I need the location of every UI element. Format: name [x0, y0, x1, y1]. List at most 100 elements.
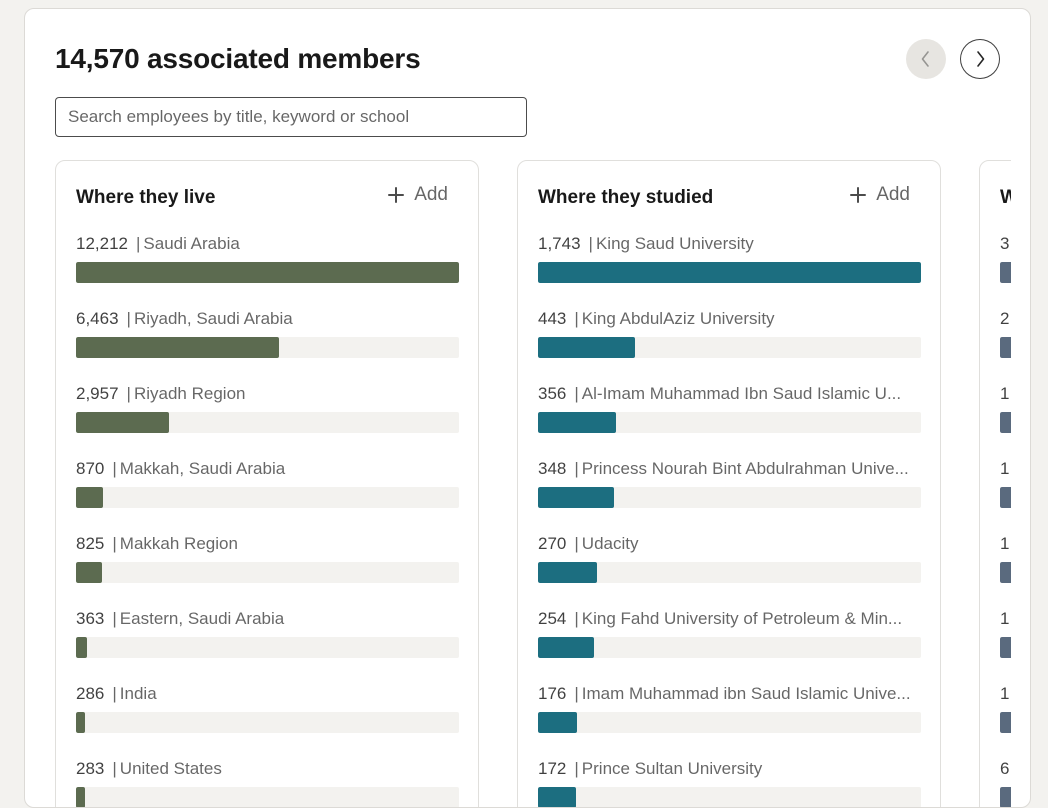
- next-button[interactable]: [960, 39, 1000, 79]
- list-item[interactable]: 870 | Makkah, Saudi Arabia: [76, 458, 459, 533]
- chevron-right-icon: [977, 51, 985, 67]
- list-item[interactable]: 2: [1000, 308, 1011, 383]
- list-item[interactable]: 12,212 | Saudi Arabia: [76, 233, 459, 308]
- list-item[interactable]: 176 | Imam Muhammad ibn Saud Islamic Unive…: [538, 683, 921, 758]
- item-name: Eastern, Saudi Arabia: [119, 609, 285, 628]
- separator: |: [136, 234, 141, 253]
- bar-track: [76, 412, 459, 433]
- item-name: Makkah Region: [119, 534, 238, 553]
- separator: |: [574, 384, 579, 403]
- panel-title: Where they studied: [538, 187, 714, 208]
- bar-track: [538, 637, 921, 658]
- member-count: 1,: [1000, 459, 1011, 478]
- list-item[interactable]: 825 | Makkah Region: [76, 533, 459, 608]
- bar-fill: [538, 337, 636, 358]
- list-item[interactable]: 1,: [1000, 383, 1011, 458]
- bar-fill: [76, 637, 88, 658]
- bar-track: [76, 262, 459, 283]
- bar-fill: [76, 487, 104, 508]
- panel-title: W: [1000, 187, 1011, 209]
- location-list: 12,212 | Saudi Arabia 6,463 | Riyadh, Saudi A…: [76, 233, 459, 807]
- list-item[interactable]: 270 | Udacity: [538, 533, 921, 608]
- list-item[interactable]: 254 | King Fahd University of Petroleum & …: [538, 608, 921, 683]
- member-count: 254: [538, 609, 567, 628]
- bar-fill: [76, 787, 85, 807]
- separator: |: [112, 759, 117, 778]
- list-item[interactable]: 348 | Princess Nourah Bint Abdulrahman Uni…: [538, 458, 921, 533]
- list-item[interactable]: 1,: [1000, 683, 1011, 758]
- list-item[interactable]: 356 | Al-Imam Muhammad Ibn Saud Islamic U.…: [538, 383, 921, 458]
- list-item-label: 254 | King Fahd University of Petroleum & …: [538, 608, 921, 630]
- list-item[interactable]: 1,743 | King Saud University: [538, 233, 921, 308]
- bar-fill: [538, 637, 594, 658]
- list-item-label: 2,957 | Riyadh Region: [76, 383, 459, 405]
- bar-fill: [76, 262, 459, 283]
- list-item-label: 2: [1000, 308, 1011, 330]
- bar-track: [1000, 712, 1011, 733]
- separator: |: [112, 684, 117, 703]
- add-school-button[interactable]: Add: [850, 184, 910, 206]
- list-item-label: 1,: [1000, 458, 1011, 480]
- partial-list: 3 2 1, 1, 1, 1, 1, 6: [1000, 233, 1011, 807]
- list-item[interactable]: 1,: [1000, 458, 1011, 533]
- bar-fill: [538, 262, 921, 283]
- separator: |: [126, 384, 131, 403]
- separator: |: [112, 534, 117, 553]
- item-name: King Saud University: [595, 234, 754, 253]
- item-name: Riyadh Region: [133, 384, 246, 403]
- member-count: 1,743: [538, 234, 581, 253]
- member-count: 286: [76, 684, 105, 703]
- add-location-button[interactable]: Add: [388, 184, 448, 206]
- separator: |: [574, 459, 579, 478]
- member-count: 870: [76, 459, 105, 478]
- item-name: Saudi Arabia: [143, 234, 240, 253]
- member-count: 1,: [1000, 534, 1011, 553]
- list-item[interactable]: 3: [1000, 233, 1011, 308]
- bar-fill: [76, 712, 85, 733]
- list-item[interactable]: 1,: [1000, 608, 1011, 683]
- bar-fill: [538, 712, 577, 733]
- member-count: 443: [538, 309, 567, 328]
- list-item[interactable]: 6,463 | Riyadh, Saudi Arabia: [76, 308, 459, 383]
- item-name: Riyadh, Saudi Arabia: [133, 309, 293, 328]
- search-input[interactable]: [55, 97, 527, 137]
- school-list: 1,743 | King Saud University 443 | King Abdul…: [538, 233, 921, 807]
- bar-track: [76, 637, 459, 658]
- panel-where-they-studied: Where they studied Add 1,743 | King Saud U…: [517, 160, 941, 807]
- panel-partial-third: W 3 2 1, 1, 1, 1, 1, 6: [979, 160, 1011, 807]
- list-item[interactable]: 2,957 | Riyadh Region: [76, 383, 459, 458]
- bar-track: [1000, 637, 1011, 658]
- page-title: 14,570 associated members: [55, 43, 421, 74]
- bar-track: [538, 787, 921, 807]
- bar-fill: [538, 487, 615, 508]
- list-item-label: 283 | United States: [76, 758, 459, 780]
- bar-fill: [538, 787, 576, 807]
- member-count: 283: [76, 759, 105, 778]
- bar-fill: [1000, 262, 1011, 283]
- list-item[interactable]: 6: [1000, 758, 1011, 807]
- bar-track: [1000, 787, 1011, 807]
- bar-fill: [1000, 412, 1011, 433]
- bar-track: [76, 487, 459, 508]
- chevron-left-icon: [921, 51, 929, 67]
- separator: |: [574, 534, 579, 553]
- add-label: Add: [876, 184, 910, 205]
- list-item[interactable]: 172 | Prince Sultan University: [538, 758, 921, 807]
- list-item[interactable]: 363 | Eastern, Saudi Arabia: [76, 608, 459, 683]
- list-item[interactable]: 283 | United States: [76, 758, 459, 807]
- list-item[interactable]: 286 | India: [76, 683, 459, 758]
- previous-button[interactable]: [906, 39, 946, 79]
- member-count: 1,: [1000, 684, 1011, 703]
- item-name: Makkah, Saudi Arabia: [119, 459, 286, 478]
- bar-track: [1000, 262, 1011, 283]
- list-item[interactable]: 1,: [1000, 533, 1011, 608]
- list-item[interactable]: 443 | King AbdulAziz University: [538, 308, 921, 383]
- insights-carousel: Where they live Add 12,212 | Saudi Arabia 6…: [55, 160, 1011, 807]
- item-name: Udacity: [581, 534, 639, 553]
- plus-icon: [850, 187, 867, 203]
- bar-track: [538, 487, 921, 508]
- list-item-label: 1,: [1000, 533, 1011, 555]
- bar-track: [1000, 487, 1011, 508]
- bar-track: [538, 337, 921, 358]
- member-count: 356: [538, 384, 567, 403]
